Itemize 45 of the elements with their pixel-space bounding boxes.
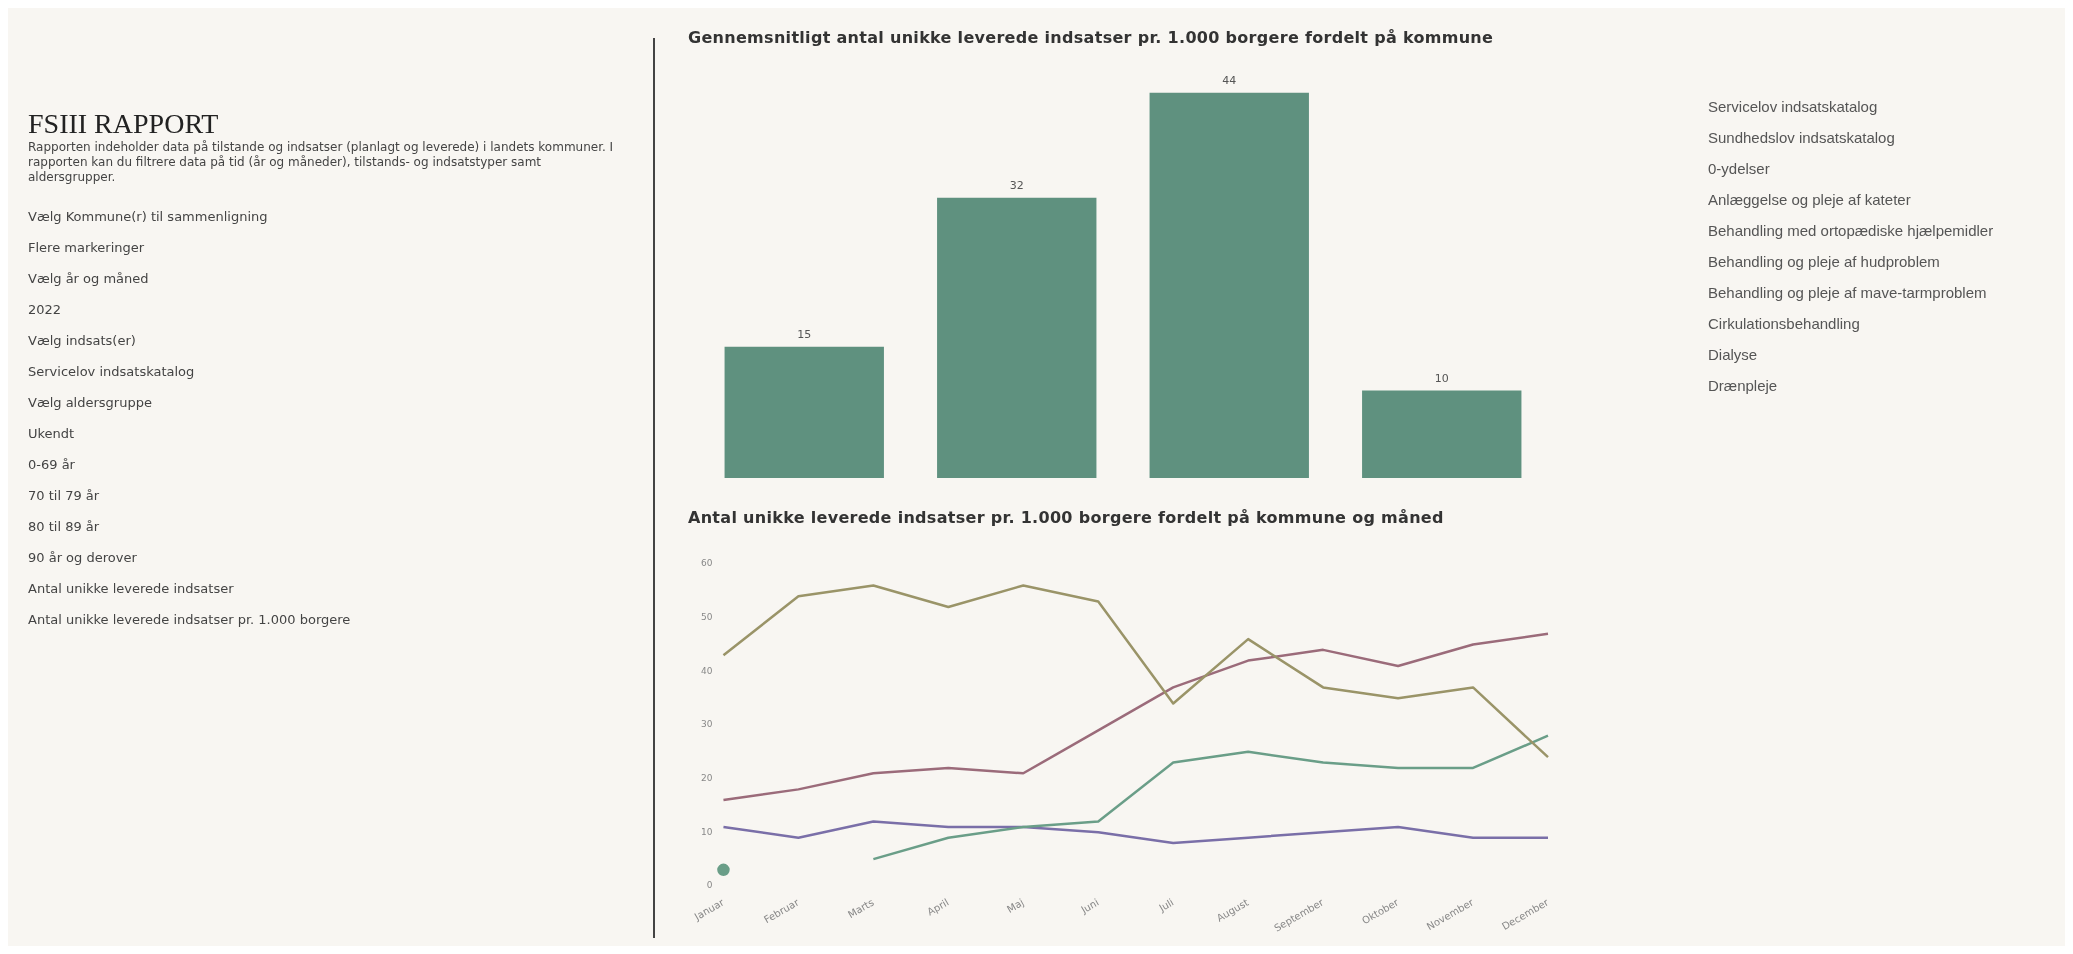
text: Sundhedslov indsatskatalog	[1708, 129, 1896, 146]
y-tick-label: 30	[701, 719, 713, 730]
y-tick-label: 20	[701, 772, 713, 783]
text: Vælg år og måned	[28, 271, 150, 286]
x-tick-label: Maj	[1004, 896, 1026, 915]
bar	[1149, 92, 1309, 478]
y-tick-label: 40	[701, 665, 713, 676]
text: Drænpleje	[1708, 377, 1779, 394]
text: Vælg aldersgruppe	[28, 395, 153, 410]
text: 2022	[28, 302, 63, 317]
text: Antal unikke leverede indsatser	[28, 581, 235, 596]
text: Behandling og pleje af mave-tarmproblem	[1708, 284, 1988, 301]
data-label: 10	[1434, 371, 1449, 385]
bar	[937, 197, 1097, 478]
y-tick-label: 0	[706, 880, 713, 891]
text: 70 til 79 år	[28, 488, 101, 503]
text: Behandling med ortopædiske hjælpemidler	[1708, 222, 1995, 239]
text: Rapporten indeholder data på tilstande og indsatser (planlagt og leverede) i landets kommuner. I rapporten kan du filtrere data på tid (år og måneder), tilstands- og indsatstyper samt aldersgrupper.	[28, 140, 615, 185]
data-label: 15	[797, 328, 812, 342]
text: 90 år og derover	[28, 550, 138, 565]
y-tick-label: 10	[701, 826, 713, 837]
text: FSIII RAPPORT	[28, 108, 220, 140]
y-tick-label: 50	[701, 612, 713, 623]
chart-title: Antal unikke leverede indsatser pr. 1.000 borgere fordelt på kommune og måned	[688, 508, 1445, 529]
text: Vælg indsats(er)	[28, 333, 137, 348]
text: 0-69 år	[28, 457, 76, 472]
text: Servicelov indsatskatalog	[1708, 98, 1879, 115]
x-tick-label: Juli	[1156, 896, 1176, 915]
data-label: 44	[1222, 74, 1237, 88]
chart-title: Gennemsnitligt antal unikke leverede indsatser pr. 1.000 borgere fordelt på kommune	[688, 28, 1495, 49]
text: Ukendt	[28, 426, 76, 441]
text: 0-ydelser	[1708, 160, 1771, 177]
bar	[724, 346, 884, 478]
text: Anlæggelse og pleje af kateter	[1708, 191, 1912, 208]
y-tick-label: 60	[701, 558, 713, 569]
text: Flere markeringer	[28, 240, 146, 255]
text: Servicelov indsatskatalog	[28, 364, 196, 379]
text: Vælg Kommune(r) til sammenligning	[28, 209, 269, 224]
data-label: 32	[1009, 179, 1024, 193]
text: Dialyse	[1708, 346, 1759, 363]
bar	[1362, 390, 1522, 478]
text: Cirkulationsbehandling	[1708, 315, 1861, 332]
text: Behandling og pleje af hudproblem	[1708, 253, 1941, 270]
text: 80 til 89 år	[28, 519, 101, 534]
text: Antal unikke leverede indsatser pr. 1.000 borgere	[28, 612, 352, 627]
